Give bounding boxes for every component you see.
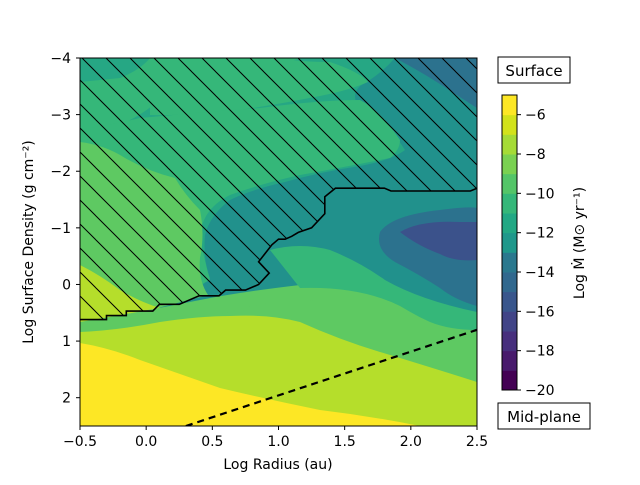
surface-label: Surface [505, 62, 562, 80]
y-tick-label: 2 [62, 391, 71, 407]
colorbar-segment [502, 311, 517, 332]
dashed-line [185, 328, 477, 426]
colorbar [502, 95, 517, 391]
colorbar-segment [502, 95, 517, 116]
colorbar-segment [502, 291, 517, 312]
midplane-label: Mid-plane [507, 408, 581, 426]
plot-area [80, 58, 477, 426]
colorbar-segment [502, 154, 517, 175]
hatched-region [80, 58, 477, 320]
y-tick-label: 1 [62, 334, 71, 350]
colorbar-segment [502, 193, 517, 214]
x-tick-label: 1.0 [267, 434, 289, 450]
colorbar-segment [502, 232, 517, 253]
y-tick-label: −4 [50, 51, 71, 67]
surface-box [497, 56, 571, 84]
x-tick-label: 2.0 [400, 434, 422, 450]
x-tick-label: 1.5 [334, 434, 356, 450]
colorbar-segment [502, 173, 517, 194]
boundary-line [80, 187, 477, 321]
colorbar-tick-label: −20 [525, 383, 555, 399]
x-axis-label: Log Radius (au) [223, 457, 332, 473]
x-tick-label: 0.5 [201, 434, 223, 450]
colorbar-tick-label: −16 [525, 304, 555, 320]
colorbar-tick-label: −18 [525, 344, 555, 360]
colorbar-segment [502, 134, 517, 155]
y-axis-label: Log Surface Density (g cm⁻²) [21, 140, 37, 344]
colorbar-segment [502, 252, 517, 273]
colorbar-label: Log Ṁ (M⊙ yr⁻¹) [570, 187, 588, 299]
colorbar-segment [502, 370, 517, 391]
x-axis: −0.5 0.0 0.5 1.0 1.5 2.0 2.5 [63, 426, 488, 450]
colorbar-segment [502, 114, 517, 135]
y-tick-label: −1 [50, 221, 71, 237]
colorbar-frame [501, 94, 518, 391]
y-tick-label: 0 [62, 277, 71, 293]
y-tick-label: −3 [50, 108, 71, 124]
colorbar-tick-label: −6 [525, 108, 546, 124]
x-tick-label: −0.5 [63, 434, 97, 450]
band-minus11-lower [270, 246, 477, 340]
band-minus15-mid [400, 221, 477, 261]
midplane-box [497, 402, 591, 430]
colorbar-segment [502, 331, 517, 352]
y-tick-label: −2 [50, 164, 71, 180]
colorbar-segment [502, 350, 517, 371]
x-tick-label: 2.5 [466, 434, 488, 450]
x-tick-label: 0.0 [135, 434, 157, 450]
colorbar-tick-label: −12 [525, 226, 555, 242]
colorbar-ticks: −6 −8 −10 −12 −14 −16 −18 −20 [517, 108, 555, 399]
colorbar-segment [502, 213, 517, 234]
colorbar-tick-label: −14 [525, 265, 555, 281]
colorbar-tick-label: −10 [525, 186, 555, 202]
colorbar-tick-label: −8 [525, 147, 546, 163]
colorbar-segment [502, 272, 517, 293]
y-axis: −4 −3 −2 −1 0 1 2 [50, 51, 80, 407]
band-minus6 [80, 343, 420, 426]
